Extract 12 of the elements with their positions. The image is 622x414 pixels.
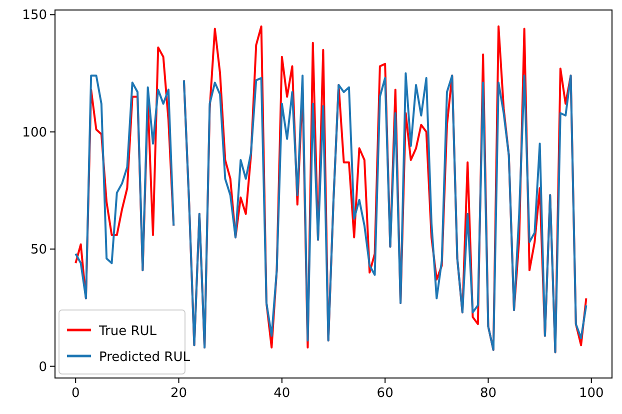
x-tick-label: 40 [274, 386, 290, 401]
y-tick-label: 0 [38, 360, 47, 375]
legend-label: True RUL [98, 324, 158, 339]
x-tick-label: 80 [480, 386, 496, 401]
y-tick-label: 50 [30, 242, 47, 258]
x-tick-label: 0 [71, 386, 80, 401]
legend-label: Predicted RUL [99, 350, 191, 365]
x-tick-label: 60 [376, 386, 394, 401]
x-tick-label: 100 [578, 386, 604, 401]
y-tick-label: 150 [22, 8, 47, 24]
x-tick-label: 20 [170, 386, 188, 401]
y-tick-label: 100 [22, 125, 47, 140]
